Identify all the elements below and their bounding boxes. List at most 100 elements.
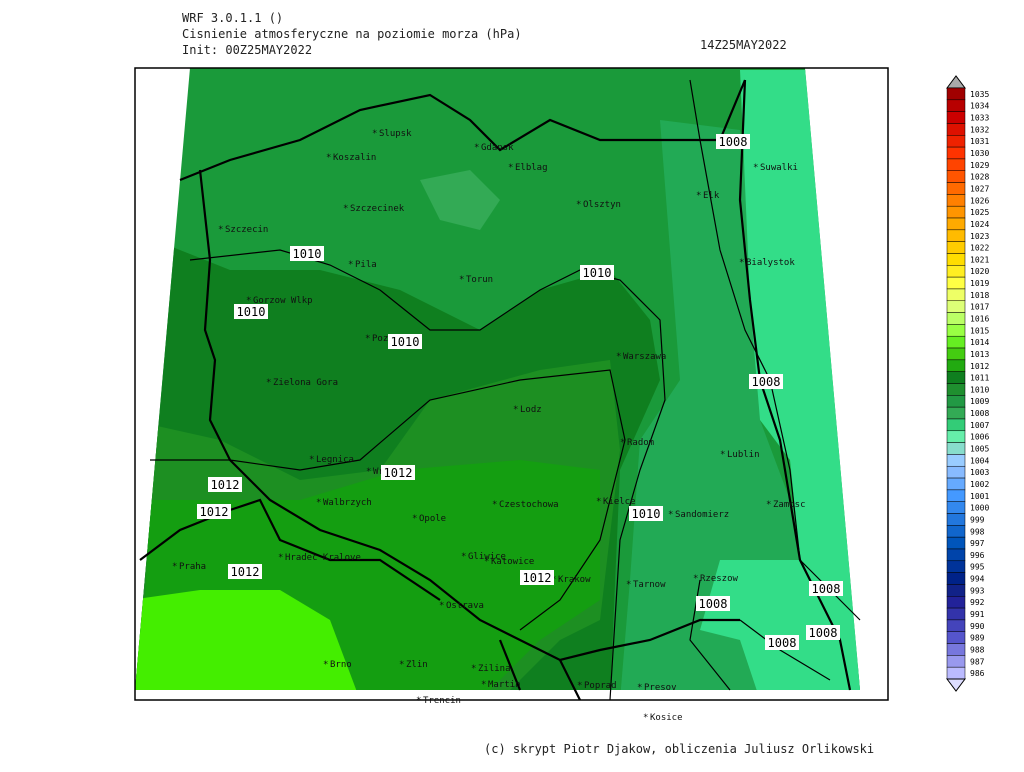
colorbar-label: 1030: [970, 149, 989, 158]
colorbar-cell: [946, 324, 966, 337]
colorbar-label: 1009: [970, 397, 989, 406]
city-marker: *: [326, 153, 331, 163]
city-label: Gdansk: [481, 143, 514, 153]
city-marker: *: [577, 681, 582, 691]
city-label: Brno: [330, 660, 352, 670]
colorbar-cell: [946, 205, 966, 219]
isobar-label-box: [228, 564, 262, 579]
colorbar-label: 1016: [970, 314, 989, 323]
field-name: Cisnienie atmosferyczne na poziomie morz…: [182, 27, 522, 41]
isobar-label: 1008: [768, 636, 797, 650]
colorbar-label: 1023: [970, 232, 989, 241]
isobar-label: 1008: [809, 626, 838, 640]
isobar-label-box: [749, 374, 783, 389]
colorbar-label: 1033: [970, 114, 989, 123]
city-label: Trencin: [423, 696, 461, 706]
city-marker: *: [596, 497, 601, 507]
city-label: Gliwice: [468, 552, 506, 562]
city-marker: *: [461, 552, 466, 562]
footer: (c) skrypt Piotr Djakow, obliczenia Juli…: [484, 742, 874, 756]
colorbar-cell: [946, 596, 966, 609]
colorbar-label: 1004: [970, 456, 989, 465]
colorbar-label: 1015: [970, 326, 989, 335]
colorbar-label: 990: [970, 622, 985, 631]
isobar-label-box: [809, 581, 843, 596]
colorbar-label: 1029: [970, 161, 989, 170]
city-marker: *: [637, 683, 642, 693]
colorbar-label: 1012: [970, 362, 989, 371]
isobar-label: 1010: [583, 266, 612, 280]
colorbar-label: 997: [970, 539, 985, 548]
colorbar-label: 999: [970, 515, 985, 524]
isobar-label: 1012: [231, 565, 260, 579]
colorbar-label: 1035: [970, 90, 989, 99]
map-frame: [134, 67, 889, 701]
colorbar-cell: [946, 347, 966, 361]
colorbar-cell: [946, 631, 966, 644]
colorbar-label: 1017: [970, 303, 989, 312]
city-label: Zilina: [478, 664, 511, 674]
city-label: Szczecin: [225, 225, 268, 235]
city-marker: *: [508, 163, 513, 173]
colorbar-cell: [946, 265, 966, 278]
isobar-label-box: [765, 635, 799, 650]
city-marker: *: [753, 163, 758, 173]
colorbar-cell: [946, 276, 966, 290]
isobar-label: 1012: [200, 505, 229, 519]
isobar-label: 1010: [391, 335, 420, 349]
city-marker: *: [412, 514, 417, 524]
city-marker: *: [266, 378, 271, 388]
colorbar-label: 1007: [970, 421, 989, 430]
isobar-label: 1010: [293, 247, 322, 261]
isobar-label: 1008: [699, 597, 728, 611]
colorbar-cell: [946, 395, 966, 408]
city-marker: *: [316, 498, 321, 508]
colorbar-cell: [946, 312, 966, 325]
colorbar-cell: [946, 170, 966, 183]
colorbar-label: 1025: [970, 208, 989, 217]
isobar-label-box: [580, 265, 614, 280]
colorbar-cell: [946, 158, 966, 171]
colorbar-label: 1019: [970, 279, 989, 288]
city-marker: *: [739, 258, 744, 268]
city-label: Suwalki: [760, 163, 798, 173]
colorbar-cell: [946, 194, 966, 207]
city-marker: *: [484, 557, 489, 567]
colorbar-label: 991: [970, 610, 985, 619]
colorbar-label: 1011: [970, 374, 989, 383]
city-marker: *: [218, 225, 223, 235]
colorbar-cell: [946, 666, 966, 680]
isobar-label-box: [388, 334, 422, 349]
colorbar-label: 1024: [970, 220, 989, 229]
colorbar-label: 1034: [970, 102, 989, 111]
city-marker: *: [766, 500, 771, 510]
city-label: Poprad: [584, 681, 617, 691]
colorbar-cell: [946, 418, 966, 432]
city-marker: *: [459, 275, 464, 285]
city-marker: *: [399, 660, 404, 670]
city-marker: *: [620, 438, 625, 448]
colorbar-cell: [946, 135, 966, 148]
city-label: Rzeszow: [700, 574, 739, 584]
city-label: Kosice: [650, 713, 683, 723]
isobar-label-box: [290, 246, 324, 261]
city-marker: *: [720, 450, 725, 460]
city-label: Zamosc: [773, 500, 806, 510]
city-label: Katowice: [491, 557, 534, 567]
city-marker: *: [365, 334, 370, 344]
city-marker: *: [309, 455, 314, 465]
colorbar-label: 1028: [970, 173, 989, 182]
isobar-label-box: [520, 570, 554, 585]
city-label: Szczecinek: [350, 204, 405, 214]
city-marker: *: [576, 200, 581, 210]
valid-time: 14Z25MAY2022: [700, 38, 787, 52]
colorbar-cell: [946, 99, 966, 112]
isobar-label: 1012: [211, 478, 240, 492]
city-marker: *: [172, 562, 177, 572]
isobar-label: 1008: [719, 135, 748, 149]
colorbar-label: 993: [970, 586, 985, 595]
colorbar-cell: [946, 655, 966, 668]
city-label: Radom: [627, 438, 654, 448]
isobar-label-box: [381, 465, 415, 480]
